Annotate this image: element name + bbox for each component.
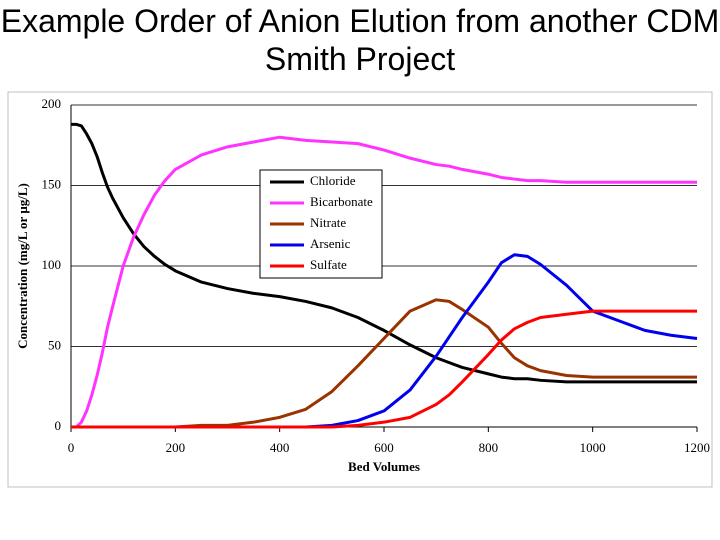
legend-label: Chloride: [310, 173, 356, 188]
series-line: [71, 135, 697, 429]
legend-label: Nitrate: [310, 215, 346, 230]
series-line: [71, 122, 697, 384]
x-tick-label: 1000: [580, 440, 606, 455]
legend-label: Arsenic: [310, 236, 351, 251]
legend: Chloride Bicarbonate Nitrate Arsenic Sulfate: [259, 169, 383, 279]
slide-title: Example Order of Anion Elution from anot…: [0, 3, 720, 77]
x-tick-label: 600: [374, 440, 394, 455]
y-tick-label: 150: [42, 176, 62, 191]
y-tick-label: 50: [48, 337, 61, 352]
series-line: [71, 309, 697, 429]
y-tick-label: 100: [42, 257, 62, 272]
y-axis-label: Concentration (mg/L or μg/L): [15, 183, 30, 349]
y-tick-label: 200: [42, 96, 62, 111]
x-tick-label: 200: [166, 440, 186, 455]
x-tick-label: 0: [68, 440, 75, 455]
chart-frame: [7, 91, 713, 488]
series-line: [71, 298, 697, 429]
series-line: [71, 253, 698, 429]
x-axis-label: Bed Volumes: [348, 459, 420, 474]
x-tick-label: 1200: [684, 440, 710, 455]
y-tick-label: 0: [55, 418, 62, 433]
legend-label: Bicarbonate: [310, 194, 373, 209]
x-tick-label: 400: [270, 440, 290, 455]
x-tick-label: 800: [479, 440, 499, 455]
legend-label: Sulfate: [310, 257, 347, 272]
